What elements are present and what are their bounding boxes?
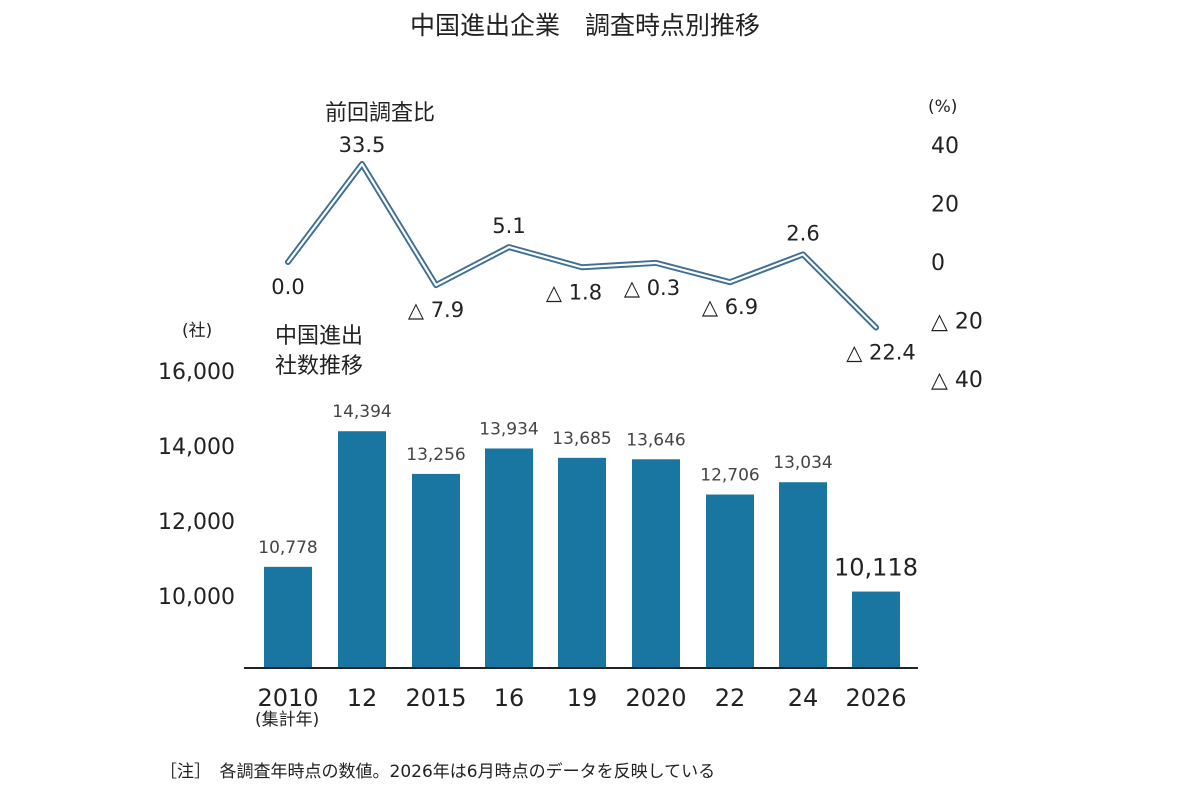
line-value-label: △ 7.9 — [408, 298, 464, 322]
bar — [264, 566, 312, 668]
x-tick-label: 2010 — [257, 684, 318, 712]
line-y-tick-label: 40 — [931, 134, 959, 159]
line-value-label: △ 1.8 — [546, 280, 602, 304]
bar-chart-title-line: 中国進出 — [275, 324, 363, 349]
line-value-label: 33.5 — [339, 133, 386, 157]
line-chart-unit: (%) — [928, 97, 957, 117]
x-tick-label: 24 — [788, 684, 819, 712]
bar-value-labels: 10,778 14,394 13,256 13,934 13,685 13,646 12,7… — [258, 402, 918, 581]
x-axis-sublabel: (集計年) — [255, 710, 319, 730]
bar-y-tick-label: 14,000 — [158, 435, 235, 460]
bar — [412, 473, 460, 668]
bar — [338, 431, 386, 668]
bar-value-label: 10,118 — [834, 554, 918, 582]
line-y-tick-label: △ 20 — [931, 310, 983, 335]
bar — [779, 482, 827, 668]
line-y-axis: 40 20 0 △ 20 △ 40 — [931, 134, 983, 393]
line-y-tick-label: 0 — [931, 251, 945, 276]
line-series — [285, 161, 879, 331]
line-value-label: △ 22.4 — [846, 341, 916, 365]
bar — [706, 494, 754, 668]
line-value-labels: 0.0 33.5 △ 7.9 5.1 △ 1.8 △ 0.3 △ 6.9 2.6 △ 22.4 — [271, 133, 916, 365]
bar-y-tick-label: 12,000 — [158, 510, 235, 535]
x-tick-label: 2020 — [625, 684, 686, 712]
footnote: ［注］ 各調査年時点の数値。2026年は6月時点のデータを反映している — [160, 761, 715, 782]
x-tick-label: 19 — [567, 684, 598, 712]
bar-value-label: 12,706 — [700, 466, 759, 486]
line-value-label: 0.0 — [271, 275, 304, 299]
bar-chart-unit: (社) — [182, 321, 212, 341]
x-tick-label: 12 — [347, 684, 378, 712]
chart-title: 中国進出企業 調査時点別推移 — [410, 11, 760, 40]
bar — [852, 591, 900, 668]
line-path-inner — [286, 162, 878, 329]
x-tick-label: 2015 — [405, 684, 466, 712]
bar-value-label: 13,256 — [406, 445, 465, 465]
x-axis: 2010 12 2015 16 19 2020 22 24 2026 — [257, 684, 906, 712]
bar — [485, 448, 533, 668]
bar-y-tick-label: 10,000 — [158, 585, 235, 610]
bar — [632, 459, 680, 668]
line-value-label: 2.6 — [786, 221, 819, 245]
line-y-tick-label: △ 40 — [931, 368, 983, 393]
bar-value-label: 13,934 — [479, 419, 538, 439]
bar-value-label: 13,646 — [626, 430, 685, 450]
line-value-label: 5.1 — [492, 214, 525, 238]
bar-y-tick-label: 16,000 — [158, 360, 235, 385]
line-value-label: △ 6.9 — [702, 295, 758, 319]
bar — [558, 457, 606, 668]
line-value-label: △ 0.3 — [624, 276, 680, 300]
x-tick-label: 2026 — [845, 684, 906, 712]
x-tick-label: 16 — [494, 684, 525, 712]
line-chart-title: 前回調査比 — [325, 101, 435, 126]
line-y-tick-label: 20 — [931, 193, 959, 218]
bar-series — [264, 431, 900, 668]
bar-value-label: 13,034 — [773, 453, 832, 473]
x-tick-label: 22 — [715, 684, 746, 712]
bar-value-label: 10,778 — [258, 538, 317, 558]
bar-y-axis: 10,000 12,000 14,000 16,000 — [158, 360, 235, 610]
bar-value-label: 13,685 — [552, 429, 611, 449]
bar-chart-title: 中国進出社数推移 — [275, 324, 363, 379]
bar-chart-title-line: 社数推移 — [275, 354, 363, 379]
bar-value-label: 14,394 — [332, 402, 391, 422]
